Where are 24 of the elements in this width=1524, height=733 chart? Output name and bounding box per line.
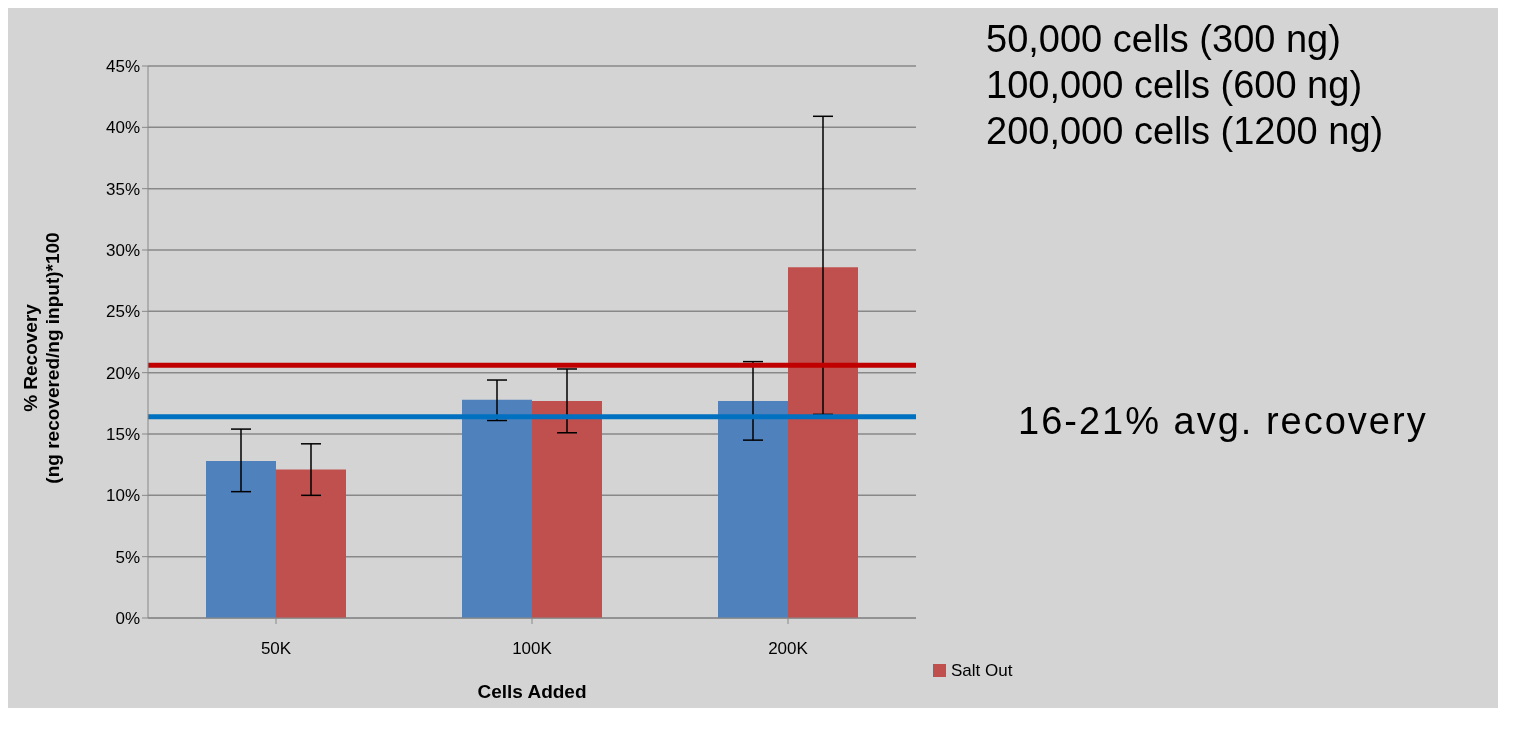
legend-label: Salt Out — [951, 660, 1013, 682]
x-tick-label: 50K — [260, 639, 292, 659]
bar — [532, 400, 602, 618]
y-tick-label: 40% — [105, 118, 140, 138]
y-tick-label: 0% — [115, 609, 140, 629]
x-axis-title: Cells Added — [477, 681, 587, 702]
bar — [718, 400, 788, 618]
y-tick-label: 25% — [105, 302, 140, 322]
x-tick-label: 100K — [512, 639, 553, 659]
y-tick-label: 10% — [105, 486, 140, 506]
bar — [788, 267, 858, 618]
y-tick-label: 5% — [115, 547, 140, 567]
x-tick-label: 200K — [768, 639, 809, 659]
text: 50,000 cells (300 ng) 100,000 cells (600 ng) 200,000 cells (1200 ng) — [986, 17, 1384, 154]
bar — [462, 399, 532, 618]
y-tick-label: 20% — [105, 363, 140, 383]
bar — [206, 460, 276, 618]
bar — [276, 469, 346, 618]
y-axis-title: % Recovery (ng recovered/ng input)*100 — [20, 232, 63, 484]
text: 16-21% avg. recovery — [1018, 400, 1428, 443]
y-tick-label: 35% — [105, 179, 140, 199]
y-tick-label: 45% — [105, 57, 140, 77]
y-tick-label: 15% — [105, 425, 140, 445]
y-tick-label: 30% — [105, 241, 140, 261]
